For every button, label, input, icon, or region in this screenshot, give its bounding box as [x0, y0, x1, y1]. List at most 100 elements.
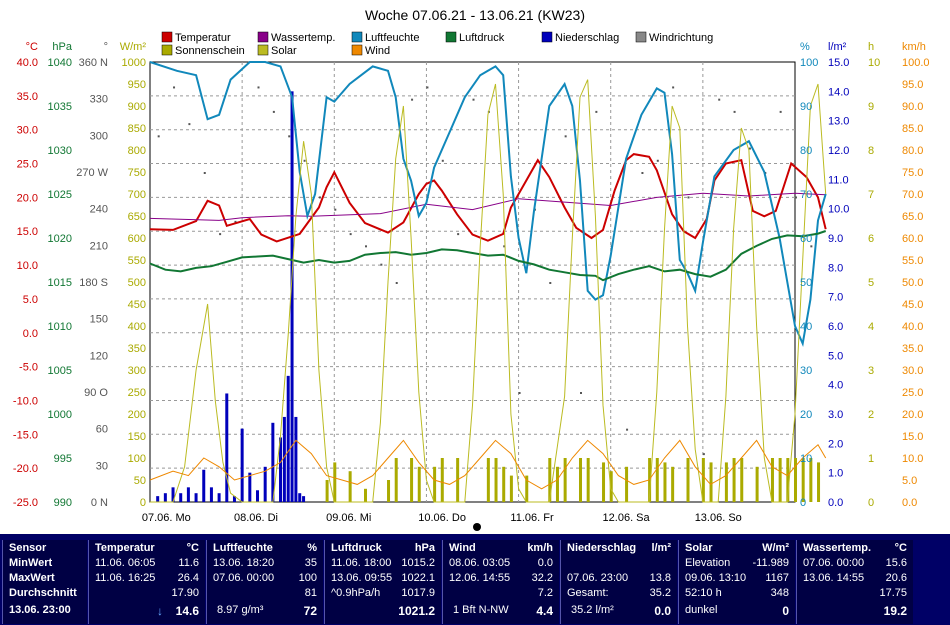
hours-axis-tick: 2 — [868, 409, 874, 421]
direction-dot — [503, 245, 506, 248]
legend-swatch — [351, 44, 363, 56]
rain-axis-tick: 3.0 — [828, 409, 843, 421]
rain-bar — [298, 493, 302, 502]
legend-swatch — [161, 31, 173, 43]
press-trend: ^0.9hPa/h — [331, 587, 381, 599]
direction-axis-tick: 270 W — [76, 167, 108, 179]
direction-dot — [234, 220, 237, 223]
press-max-val: 1022.1 — [401, 572, 435, 584]
wind-axis-tick: 70.0 — [902, 189, 923, 201]
wind-axis-tick: 95.0 — [902, 79, 923, 91]
solar-axis-tick: 800 — [128, 145, 146, 157]
hum-max-val: 100 — [298, 572, 317, 584]
sunshine-bar — [548, 458, 552, 502]
direction-dot — [549, 282, 552, 284]
hours-axis-tick: 7 — [868, 189, 874, 201]
rain-max-time: 07.06. 23:00 — [567, 572, 629, 584]
wind-axis-tick: 85.0 — [902, 123, 923, 135]
legend-label: Luftfeuchte — [365, 32, 419, 44]
wind-current: 4.4 — [536, 604, 553, 618]
rain-bar — [263, 466, 267, 502]
sunshine-bar — [817, 462, 821, 502]
sunshine-bar — [387, 480, 391, 502]
humidity-axis-unit: % — [800, 41, 810, 53]
pressure-axis-tick: 1005 — [48, 365, 72, 377]
direction-dot — [380, 263, 383, 266]
humidity-axis-tick: 60 — [800, 233, 812, 245]
direction-dot — [411, 98, 414, 101]
wind-max-time: 12.06. 14:55 — [449, 572, 511, 584]
hours-axis-unit: h — [868, 41, 874, 53]
rain-bar — [271, 422, 275, 502]
direction-dot — [795, 196, 797, 199]
solar-elev-val: -11.989 — [752, 557, 790, 569]
humidity-axis-tick: 30 — [800, 365, 812, 377]
temp-axis-tick: -15.0 — [13, 429, 38, 441]
hum-max-time: 07.06. 00:00 — [213, 572, 275, 584]
wind-axis-tick: 90.0 — [902, 101, 923, 113]
sunshine-bar — [778, 458, 782, 502]
legend-swatch — [351, 31, 363, 43]
rain-axis-tick: 8.0 — [828, 262, 843, 274]
series-luftdruck — [149, 230, 827, 282]
temp-min-val: 11.6 — [178, 557, 199, 569]
legend-label: Wind — [365, 45, 390, 57]
direction-axis-tick: 60 — [96, 424, 108, 436]
wind-axis-unit: km/h — [902, 41, 926, 53]
x-tick: 11.06. Fr — [510, 512, 554, 524]
series-luftfeuchte — [149, 61, 827, 348]
solar-axis-tick: 0 — [140, 497, 146, 509]
humidity-axis-tick: 0 — [800, 497, 806, 509]
wind-min-val: 0.0 — [537, 557, 553, 569]
wind-axis-tick: 100.0 — [902, 57, 930, 69]
sunshine-bar — [348, 471, 352, 502]
rain-bar — [232, 496, 236, 502]
x-tick: 07.06. Mo — [142, 512, 191, 524]
summary-water: Wassertemp. °C 07.06. 00:00 15.6 13.06. 14… — [796, 540, 913, 624]
wind-axis-tick: 80.0 — [902, 145, 923, 157]
direction-axis-unit: ° — [104, 41, 108, 53]
sunshine-bar — [586, 458, 590, 502]
direction-dot — [303, 159, 306, 162]
wind-axis-tick: 25.0 — [902, 387, 923, 399]
sunshine-bar — [809, 458, 813, 502]
direction-axis-tick: 360 N — [79, 57, 108, 69]
legend-swatch — [161, 44, 173, 56]
wind-max-val: 32.2 — [531, 572, 553, 584]
humidity-axis-tick: 80 — [800, 145, 812, 157]
legend-swatch — [257, 44, 269, 56]
water-unit: °C — [894, 542, 907, 554]
direction-dot — [702, 453, 705, 456]
sunshine-bar — [794, 458, 797, 502]
wind-axis-tick: 55.0 — [902, 255, 923, 267]
legend: Temperatur Wassertemp. Luftfeuchte Luftdruc… — [161, 31, 713, 57]
weather-chart: 40.035.030.025.020.015.010.05.00.0-5.0-1… — [13, 7, 930, 531]
sunshine-bar — [655, 458, 659, 502]
press-current: 1021.2 — [398, 604, 435, 618]
temp-axis-tick: 5.0 — [23, 294, 38, 306]
sunshine-bar — [494, 458, 498, 502]
trend-down-icon: ↓ — [157, 604, 163, 618]
sunshine-bar — [701, 458, 705, 502]
wind-axis-tick: 75.0 — [902, 167, 923, 179]
direction-dot — [288, 135, 291, 138]
direction-dot — [687, 196, 690, 199]
hum-min-val: 35 — [304, 557, 317, 569]
rain-axis-tick: 12.0 — [828, 145, 849, 157]
solar-axis-tick: 550 — [128, 255, 146, 267]
hours-axis-tick: 4 — [868, 321, 874, 333]
humidity-axis-tick: 100 — [800, 57, 818, 69]
sunshine-bar — [509, 475, 513, 502]
hours-axis-tick: 5 — [868, 277, 874, 289]
temp-axis-tick: -20.0 — [13, 463, 38, 475]
temp-current: 14.6 — [175, 604, 199, 618]
temp-unit: °C — [186, 542, 199, 554]
sensor-row-max: MaxWert — [9, 572, 55, 584]
rain-bar — [156, 496, 160, 502]
pressure-axis-unit: hPa — [52, 41, 72, 53]
solar-status: dunkel — [685, 604, 718, 616]
direction-dot — [395, 282, 398, 284]
rain-axis-tick: 0.0 — [828, 497, 843, 509]
x-tick: 12.06. Sa — [603, 512, 651, 524]
chart-title: Woche 07.06.21 - 13.06.21 (KW23) — [365, 7, 585, 23]
